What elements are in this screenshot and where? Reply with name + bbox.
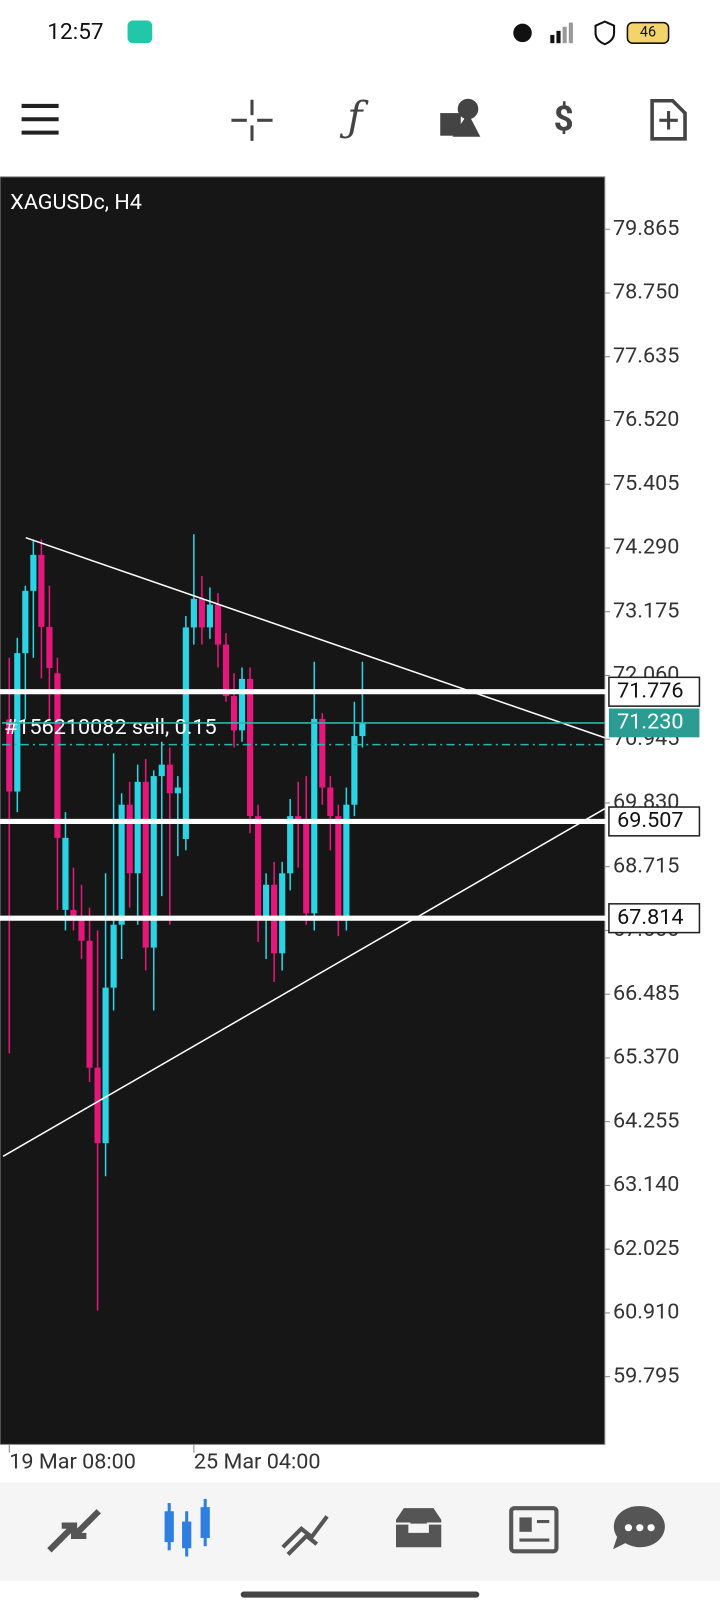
status-time: 12:57 — [47, 18, 103, 45]
candle-body — [46, 626, 53, 669]
y-tick-label: 59.795 — [613, 1363, 679, 1388]
candle-body — [6, 719, 13, 792]
y-tick-label: 77.635 — [613, 343, 679, 368]
candle-body — [158, 764, 165, 777]
menu-button[interactable] — [21, 103, 59, 135]
x-tick-label: 19 Mar 08:00 — [9, 1450, 136, 1475]
candle-body — [359, 722, 366, 737]
candle-body — [62, 837, 69, 910]
candle-body — [190, 598, 197, 628]
candle-body — [287, 816, 294, 874]
candle-body — [327, 787, 334, 817]
candle-body — [134, 781, 141, 874]
crosshair-button[interactable] — [231, 99, 273, 141]
candle-body — [230, 696, 238, 731]
trendline — [2, 808, 606, 1157]
order-label: #156210082 sell, 0.15 — [4, 715, 217, 740]
candle-body — [198, 598, 205, 628]
candle-body — [118, 804, 125, 925]
level-label: 67.814 — [617, 905, 683, 930]
home-indicator — [240, 1591, 480, 1598]
candle-body — [311, 718, 318, 914]
candle-body — [206, 604, 214, 628]
trendline — [25, 536, 606, 739]
new-order-button[interactable] — [650, 98, 687, 141]
vpn-icon — [594, 20, 616, 46]
level-box — [608, 806, 701, 837]
candle-body — [150, 776, 157, 948]
nav-trade[interactable] — [281, 1515, 329, 1556]
candle-body — [94, 1067, 101, 1144]
alarm-icon — [513, 23, 532, 43]
y-tick-label: 62.025 — [613, 1236, 679, 1261]
level-label: 71.776 — [617, 678, 683, 703]
candle-body — [110, 924, 117, 988]
app-icon — [127, 20, 153, 44]
candle-body — [222, 644, 230, 697]
candle-body — [246, 678, 254, 817]
candle-body — [166, 764, 173, 794]
candle-body — [254, 816, 262, 920]
y-tick-label: 78.750 — [613, 280, 679, 305]
y-tick-label: 75.405 — [613, 471, 679, 496]
candle-body — [30, 554, 37, 591]
candle-body — [303, 821, 310, 914]
candle-body — [22, 590, 29, 654]
candle-body — [319, 718, 326, 788]
y-tick-label: 63.140 — [613, 1172, 679, 1197]
y-tick-label: 73.175 — [613, 598, 679, 623]
plot-area — [0, 176, 606, 1445]
nav-chart[interactable] — [164, 1498, 210, 1557]
y-tick-label: 76.520 — [613, 407, 679, 432]
candle-body — [263, 884, 270, 920]
battery-level: 46 — [640, 24, 656, 41]
y-tick-label: 60.910 — [613, 1300, 679, 1325]
candle-body — [279, 873, 286, 954]
candle-body — [86, 940, 93, 1068]
candle-body — [335, 816, 342, 920]
nav-quotes[interactable] — [47, 1509, 101, 1553]
level-box — [608, 903, 701, 934]
candle-body — [126, 804, 133, 874]
candle-body — [174, 787, 181, 794]
y-tick-label: 74.290 — [613, 535, 679, 560]
candle-body — [54, 673, 61, 838]
y-tick-label: 79.865 — [613, 216, 679, 241]
candle-body — [343, 804, 350, 920]
level-label: 69.507 — [617, 808, 683, 833]
candle-body — [142, 781, 149, 948]
current-price-box — [608, 708, 700, 738]
plot — [2, 534, 606, 1311]
candle-body — [102, 987, 109, 1144]
current-price-label: 71.230 — [617, 710, 683, 735]
signal-icon — [550, 22, 573, 44]
candle-body — [214, 604, 222, 645]
candle-body — [78, 920, 85, 941]
y-tick-label: 68.715 — [613, 853, 679, 878]
candle-body — [351, 736, 358, 805]
symbol-label: XAGUSDc, H4 — [10, 190, 142, 215]
nav-news[interactable] — [509, 1506, 559, 1554]
candle-body — [182, 627, 189, 839]
y-tick-label: 66.485 — [613, 981, 679, 1006]
candle-body — [238, 678, 246, 731]
nav-messages[interactable] — [613, 1506, 665, 1550]
nav-history[interactable] — [393, 1506, 444, 1550]
y-tick-label: 64.255 — [613, 1108, 679, 1133]
objects-button[interactable] — [440, 98, 481, 137]
candle-body — [38, 554, 45, 627]
candle-body — [70, 909, 77, 921]
y-tick-label: 65.370 — [613, 1045, 679, 1070]
x-tick-label: 25 Mar 04:00 — [194, 1450, 321, 1475]
trade-button[interactable]: $ — [554, 99, 574, 140]
bottom-nav — [0, 1482, 720, 1582]
battery-icon — [626, 21, 670, 44]
level-box — [608, 676, 701, 707]
